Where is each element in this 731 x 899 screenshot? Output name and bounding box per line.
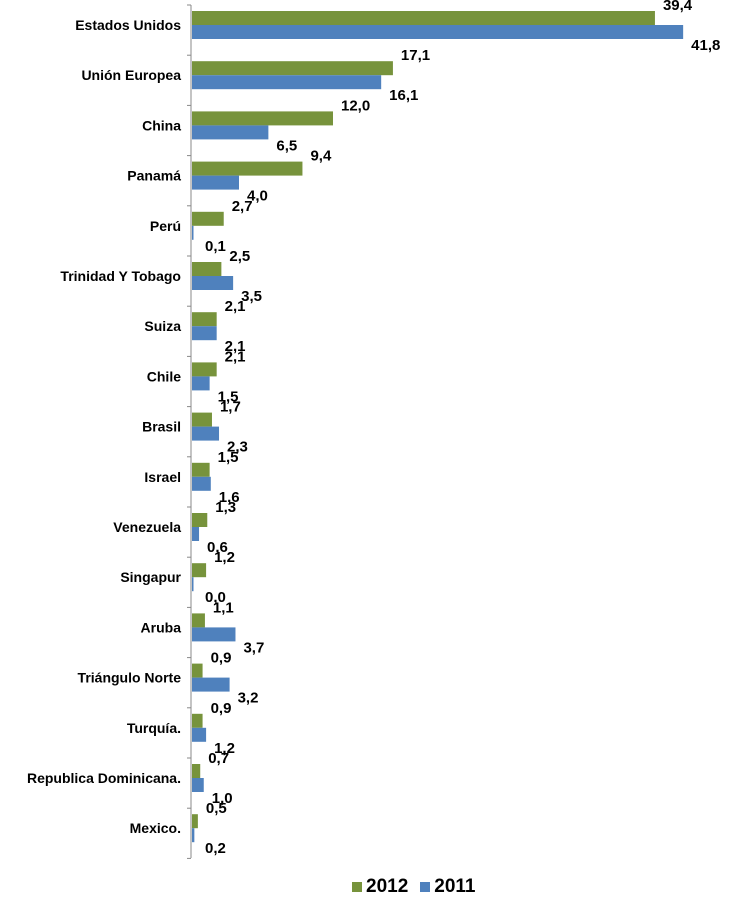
category-label: Turquía.	[127, 720, 181, 736]
data-label-2012: 39,4	[663, 0, 693, 14]
category-label: Perú	[150, 218, 181, 234]
category-label: Mexico.	[130, 820, 181, 836]
data-label-2012: 2,7	[232, 198, 253, 215]
bar-2011	[192, 276, 234, 290]
category-label: Aruba	[141, 619, 182, 635]
bar-2012	[192, 61, 393, 76]
data-label-2012: 0,9	[211, 700, 232, 717]
data-label-2012: 2,5	[229, 248, 250, 265]
data-label-2012: 0,7	[208, 750, 229, 767]
legend-swatch-2011	[420, 882, 431, 892]
bar-2012	[192, 563, 207, 578]
category-label: Unión Europea	[81, 67, 181, 83]
data-label-2011: 3,7	[243, 639, 264, 656]
data-label-2012: 0,9	[211, 650, 232, 667]
data-label-2012: 0,5	[206, 800, 227, 817]
data-label-2011: 41,8	[691, 37, 720, 54]
data-label-2012: 12,0	[341, 97, 370, 114]
category-label: Republica Dominicana.	[27, 770, 181, 786]
bar-2012	[192, 111, 333, 126]
data-label-2011: 2,1	[225, 338, 246, 355]
bar-2012	[192, 312, 217, 327]
bar-2012	[192, 362, 217, 377]
data-label-2012: 2,1	[225, 298, 246, 315]
category-label: Estados Unidos	[75, 17, 181, 33]
bar-2011	[192, 326, 217, 341]
category-label: Triángulo Norte	[78, 670, 182, 686]
legend: 2012 2011	[352, 876, 488, 898]
data-label-2011: 0,6	[207, 539, 228, 556]
data-label-2011: 1,5	[218, 388, 239, 405]
bar-2011	[192, 527, 200, 541]
data-label-2012: 1,1	[213, 599, 234, 616]
category-label: Panamá	[127, 168, 181, 184]
bar-2011	[192, 125, 269, 140]
data-label-2011: 2,3	[227, 439, 248, 456]
data-label-2011: 6,5	[276, 137, 297, 154]
bar-2012	[192, 412, 212, 427]
bar-2011	[192, 426, 220, 441]
bar-2012	[192, 11, 655, 25]
bar-2011	[192, 225, 194, 240]
bar-2011	[192, 476, 211, 491]
bar-2012	[192, 713, 203, 728]
bar-2011	[192, 727, 207, 742]
data-label-2011: 3,2	[238, 690, 259, 707]
data-label-2012: 2,1	[225, 348, 246, 365]
data-label-2012: 1,7	[220, 399, 241, 416]
data-label-2011: 1,6	[219, 489, 240, 506]
data-label-2011: 16,1	[389, 87, 418, 104]
data-label-2011: 0,0	[205, 589, 226, 606]
data-label-2011: 0,2	[205, 840, 226, 857]
axis-ticks	[187, 4, 191, 859]
data-label-2011: 1,0	[212, 790, 233, 807]
category-label: Brasil	[142, 419, 181, 435]
category-label: Venezuela	[113, 519, 181, 535]
category-label: Trinidad Y Tobago	[60, 268, 181, 284]
data-label-2012: 1,5	[218, 449, 239, 466]
data-label-2012: 1,2	[214, 549, 235, 566]
legend-label-2011: 2011	[434, 876, 476, 897]
bar-2011	[192, 577, 194, 592]
data-label-2011: 0,1	[205, 238, 226, 255]
bar-2011	[192, 376, 210, 391]
data-label-2011: 3,5	[241, 288, 262, 305]
data-label-2011: 4,0	[247, 188, 268, 205]
legend-swatch-2012	[352, 882, 362, 892]
bar-2012	[192, 613, 205, 628]
data-label-2012: 1,3	[215, 499, 236, 516]
category-label: Suiza	[144, 318, 181, 334]
bar-2012	[192, 262, 222, 276]
bar-2012	[192, 814, 198, 829]
category-label: Chile	[147, 368, 181, 384]
bar-2012	[192, 211, 224, 226]
data-label-2011: 1,2	[214, 740, 235, 757]
category-label: China	[142, 117, 181, 133]
labels: Estados Unidos 39,4 41,8 Unión Europea 17,1 1…	[27, 0, 720, 857]
bar-2012	[192, 462, 210, 477]
bar-2012	[192, 663, 203, 678]
data-label-2012: 9,4	[310, 148, 332, 165]
data-label-2012: 17,1	[401, 47, 430, 64]
bar-2012	[192, 764, 201, 778]
bar-2011	[192, 25, 684, 39]
bars	[192, 11, 684, 843]
legend-item-2011: 2011	[420, 876, 476, 898]
bar-2011	[192, 828, 195, 843]
category-label: Singapur	[120, 569, 181, 585]
bar-2011	[192, 627, 236, 642]
bar-2011	[192, 677, 230, 692]
bar-2012	[192, 161, 303, 176]
legend-item-2012: 2012	[352, 876, 408, 898]
bar-2011	[192, 75, 382, 90]
bar-2011	[192, 175, 239, 190]
bar-2011	[192, 778, 204, 792]
category-label: Israel	[144, 469, 181, 485]
bar-2012	[192, 513, 208, 527]
legend-label-2012: 2012	[366, 876, 409, 897]
